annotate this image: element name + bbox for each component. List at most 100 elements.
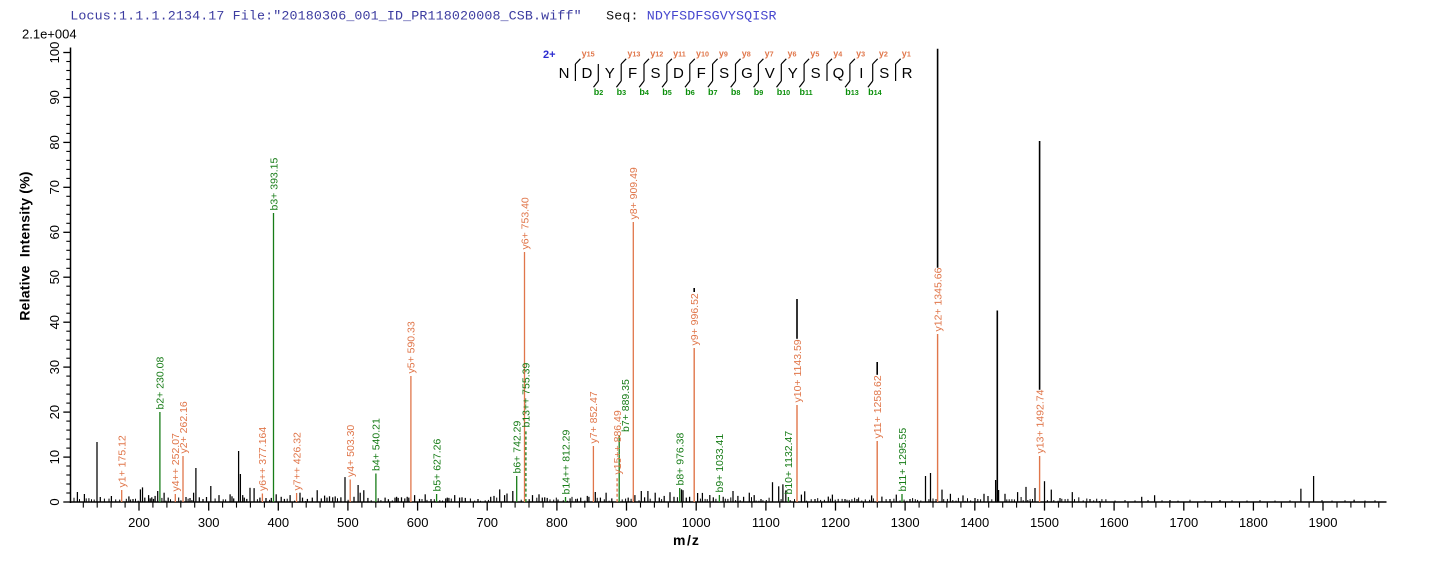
svg-text:y11+ 1258.62: y11+ 1258.62 xyxy=(872,375,884,438)
svg-text:S: S xyxy=(879,65,889,82)
svg-text:y7++ 426.32: y7++ 426.32 xyxy=(291,432,303,491)
svg-text:b3: b3 xyxy=(617,87,627,97)
svg-text:y2: y2 xyxy=(879,49,888,59)
svg-text:1100: 1100 xyxy=(752,515,780,530)
svg-text:F: F xyxy=(628,65,637,82)
svg-text:G: G xyxy=(741,65,753,82)
svg-text:b9: b9 xyxy=(754,87,764,97)
svg-text:10: 10 xyxy=(47,450,62,464)
svg-text:80: 80 xyxy=(47,135,62,149)
svg-text:y12: y12 xyxy=(650,49,663,59)
svg-text:b13: b13 xyxy=(845,87,859,97)
svg-text:1500: 1500 xyxy=(1030,515,1059,530)
svg-text:y3: y3 xyxy=(856,49,865,59)
svg-text:S: S xyxy=(811,65,821,82)
svg-text:y6+ 753.40: y6+ 753.40 xyxy=(519,197,531,249)
svg-text:600: 600 xyxy=(407,515,429,530)
svg-text:1900: 1900 xyxy=(1309,515,1338,530)
svg-text:y15: y15 xyxy=(582,49,595,59)
svg-text:S: S xyxy=(719,65,729,82)
svg-text:0: 0 xyxy=(47,498,62,505)
svg-text:b10+ 1132.47: b10+ 1132.47 xyxy=(783,431,795,495)
svg-text:b14: b14 xyxy=(868,87,882,97)
svg-text:1300: 1300 xyxy=(891,515,920,530)
svg-text:1200: 1200 xyxy=(821,515,850,530)
svg-text:Locus:1.1.1.2134.17 File:"2018: Locus:1.1.1.2134.17 File:"20180306_001_I… xyxy=(70,10,776,25)
svg-text:y9+ 996.52: y9+ 996.52 xyxy=(689,293,701,345)
svg-text:1800: 1800 xyxy=(1239,515,1268,530)
svg-text:y4++ 252.07: y4++ 252.07 xyxy=(170,433,182,492)
svg-text:1700: 1700 xyxy=(1169,515,1198,530)
svg-text:b7+ 889.35: b7+ 889.35 xyxy=(620,379,632,432)
svg-text:y5: y5 xyxy=(810,49,819,59)
svg-text:y5+ 590.33: y5+ 590.33 xyxy=(406,321,418,373)
svg-text:700: 700 xyxy=(476,515,498,530)
svg-text:1600: 1600 xyxy=(1100,515,1129,530)
svg-text:y8+ 909.49: y8+ 909.49 xyxy=(628,167,640,219)
svg-text:y10: y10 xyxy=(696,49,709,59)
svg-text:1000: 1000 xyxy=(682,515,711,530)
svg-text:R: R xyxy=(902,65,913,82)
svg-text:b11+ 1295.55: b11+ 1295.55 xyxy=(897,428,909,492)
svg-text:b10: b10 xyxy=(777,87,791,97)
svg-text:b8: b8 xyxy=(731,87,741,97)
svg-text:300: 300 xyxy=(198,515,220,530)
svg-text:b14++ 812.29: b14++ 812.29 xyxy=(560,430,572,495)
svg-text:V: V xyxy=(765,65,775,82)
svg-text:20: 20 xyxy=(47,405,62,419)
svg-text:50: 50 xyxy=(47,270,62,284)
svg-text:Q: Q xyxy=(833,65,845,82)
svg-text:y9: y9 xyxy=(719,49,728,59)
svg-text:y4+ 503.30: y4+ 503.30 xyxy=(345,425,357,477)
svg-text:/z: /z xyxy=(687,532,700,548)
svg-text:200: 200 xyxy=(128,515,150,530)
svg-text:y7+ 852.47: y7+ 852.47 xyxy=(588,391,600,443)
svg-text:b2: b2 xyxy=(594,87,604,97)
svg-text:b3+ 393.15: b3+ 393.15 xyxy=(268,157,280,210)
svg-text:Y: Y xyxy=(788,65,798,82)
svg-text:b7: b7 xyxy=(708,87,718,97)
svg-text:60: 60 xyxy=(47,225,62,239)
svg-text:b4+ 540.21: b4+ 540.21 xyxy=(371,418,383,471)
svg-text:y1: y1 xyxy=(902,49,911,59)
svg-text:y10+ 1143.59: y10+ 1143.59 xyxy=(792,339,804,402)
svg-text:500: 500 xyxy=(337,515,359,530)
svg-text:b6+ 742.29: b6+ 742.29 xyxy=(512,420,524,473)
svg-text:b5+ 627.26: b5+ 627.26 xyxy=(431,438,443,491)
svg-text:1400: 1400 xyxy=(960,515,989,530)
svg-text:30: 30 xyxy=(47,360,62,374)
svg-text:y12+ 1345.66: y12+ 1345.66 xyxy=(932,267,944,331)
svg-text:y13+ 1492.74: y13+ 1492.74 xyxy=(1034,389,1046,453)
svg-text:S: S xyxy=(650,65,660,82)
svg-text:y15++ 886.49: y15++ 886.49 xyxy=(612,410,624,474)
svg-text:b6: b6 xyxy=(685,87,695,97)
svg-text:b2+ 230.08: b2+ 230.08 xyxy=(155,356,167,409)
svg-text:b11: b11 xyxy=(800,87,813,97)
svg-text:F: F xyxy=(697,65,706,82)
svg-text:D: D xyxy=(673,65,684,82)
svg-text:100: 100 xyxy=(47,42,62,64)
svg-text:I: I xyxy=(859,65,863,82)
svg-text:m: m xyxy=(673,532,685,548)
svg-text:y11: y11 xyxy=(673,49,686,59)
svg-text:y1+ 175.12: y1+ 175.12 xyxy=(117,435,129,487)
svg-text:b4: b4 xyxy=(639,87,649,97)
svg-text:Relative Intensity (%): Relative Intensity (%) xyxy=(17,171,33,320)
svg-text:y2+ 262.16: y2+ 262.16 xyxy=(178,401,190,453)
svg-text:40: 40 xyxy=(47,315,62,329)
svg-text:y8: y8 xyxy=(742,49,751,59)
svg-text:2+: 2+ xyxy=(543,49,556,61)
svg-text:400: 400 xyxy=(267,515,289,530)
svg-text:Y: Y xyxy=(605,65,615,82)
svg-text:N: N xyxy=(559,65,570,82)
svg-text:y4: y4 xyxy=(833,49,842,59)
svg-text:y7: y7 xyxy=(765,49,774,59)
svg-text:800: 800 xyxy=(546,515,568,530)
svg-text:D: D xyxy=(581,65,592,82)
svg-text:2.1e+004: 2.1e+004 xyxy=(22,27,77,42)
svg-text:y6++ 377.164: y6++ 377.164 xyxy=(257,427,269,491)
svg-text:900: 900 xyxy=(616,515,638,530)
svg-text:b5: b5 xyxy=(662,87,672,97)
svg-text:b9+ 1033.41: b9+ 1033.41 xyxy=(714,434,726,493)
svg-text:b13++ 755.39: b13++ 755.39 xyxy=(521,363,533,428)
